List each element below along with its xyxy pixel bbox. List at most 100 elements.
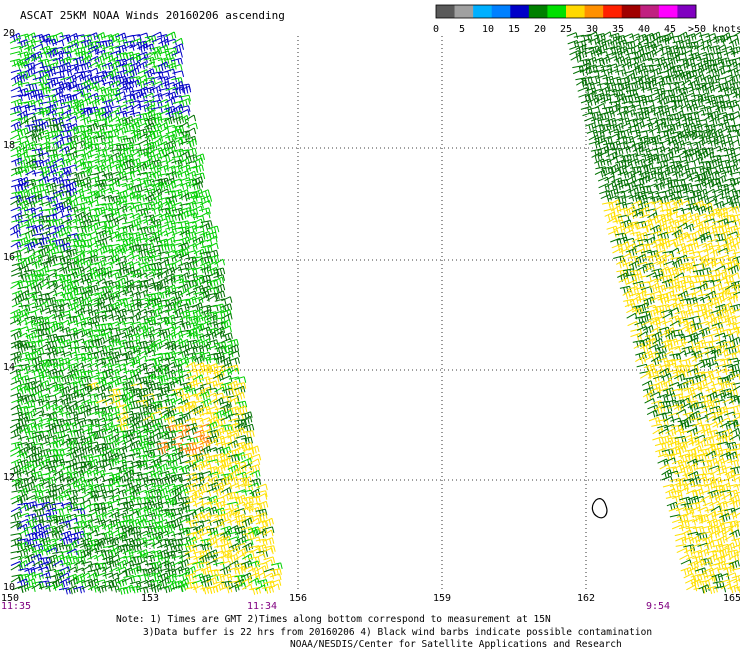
wind-barb [206, 559, 218, 567]
wind-barb [129, 291, 141, 300]
wind-barb [723, 50, 736, 58]
wind-barb [163, 57, 176, 65]
wind-barb [66, 80, 78, 90]
wind-barb [136, 61, 148, 70]
wind-barb [9, 223, 21, 234]
wind-barb [227, 338, 239, 348]
wind-barb [647, 121, 659, 128]
wind-barb [620, 159, 633, 168]
wind-barb [10, 152, 23, 161]
wind-barb [728, 523, 739, 531]
wind-barb [122, 86, 135, 95]
wind-barb [144, 109, 156, 119]
wind-barb [53, 76, 66, 83]
wind-barb [158, 259, 170, 268]
wind-barb [172, 138, 184, 147]
wind-barb [109, 105, 122, 112]
wind-barb [199, 211, 211, 219]
wind-barb [630, 332, 642, 341]
wind-barb [164, 214, 177, 223]
x-tick-label: 153 [141, 593, 159, 604]
wind-barb [694, 172, 707, 181]
wind-barb [66, 94, 78, 103]
wind-barb [596, 43, 608, 54]
wind-barb [658, 37, 670, 46]
wind-barb [588, 75, 601, 83]
wind-barb [185, 426, 197, 435]
wind-barb [31, 51, 43, 61]
wind-barb [689, 189, 702, 198]
wind-barb [723, 147, 736, 156]
wind-barb [616, 46, 629, 55]
wind-barb [59, 81, 71, 91]
wind-barb [646, 308, 659, 318]
wind-barb [32, 199, 44, 207]
wind-barb [116, 403, 128, 412]
wind-barb [717, 86, 729, 95]
wind-barb [81, 212, 93, 222]
wind-barb [597, 112, 610, 121]
wind-barb [45, 103, 58, 113]
wind-barb [667, 113, 680, 122]
wind-barb [617, 179, 629, 188]
wind-barb [722, 206, 734, 214]
wind-barb [703, 85, 715, 95]
wind-barb [115, 32, 127, 41]
wind-barb [703, 151, 715, 160]
wind-barb [724, 475, 736, 483]
wind-barb [657, 195, 669, 205]
wind-barb [144, 132, 156, 143]
wind-barb [673, 110, 685, 119]
wind-barb [116, 213, 128, 221]
y-tick-label: 16 [3, 252, 15, 263]
wind-barb [123, 44, 135, 51]
wind-barb [10, 434, 22, 441]
wind-barb [697, 150, 709, 161]
wind-barb [66, 225, 79, 233]
colorbar-label: 45 [664, 24, 676, 35]
wind-barb [74, 417, 87, 425]
wind-barb [643, 223, 655, 233]
wind-barb [172, 86, 184, 95]
wind-barb [171, 398, 183, 405]
wind-barb [585, 122, 597, 131]
wind-barb [165, 86, 178, 94]
wind-barb [669, 185, 682, 193]
wind-barb [115, 58, 128, 67]
wind-barb [698, 92, 710, 102]
wind-barb [643, 232, 656, 240]
wind-barb [72, 56, 85, 66]
wind-barb [171, 51, 183, 58]
wind-barb [171, 110, 183, 120]
wind-barb [172, 70, 185, 78]
wind-barb [87, 236, 100, 244]
wind-barb [692, 200, 705, 210]
wind-barb [198, 189, 211, 198]
wind-barb [37, 121, 49, 131]
wind-barb [93, 79, 106, 87]
colorbar-swatch [454, 5, 474, 18]
wind-barb [692, 525, 705, 534]
wind-barb [66, 171, 78, 179]
wind-barb [638, 81, 651, 90]
colorbar-swatches [435, 4, 697, 19]
wind-barb [116, 190, 129, 199]
wind-barb [667, 139, 679, 148]
wind-barb [580, 38, 592, 46]
wind-barb [697, 416, 709, 423]
wind-barb [94, 153, 107, 161]
wind-barb [52, 129, 65, 138]
wind-barb [624, 104, 636, 112]
wind-barb [715, 271, 727, 280]
wind-barb [704, 481, 716, 490]
wind-barb [17, 169, 29, 176]
wind-barb [74, 320, 86, 329]
wind-barb [690, 286, 703, 293]
wind-barb [227, 432, 239, 441]
wind-barb [731, 181, 740, 187]
wind-barb [18, 57, 30, 67]
wind-barb [72, 90, 84, 98]
wind-barb [711, 512, 724, 520]
wind-barb [212, 487, 225, 497]
wind-barb [676, 122, 689, 131]
